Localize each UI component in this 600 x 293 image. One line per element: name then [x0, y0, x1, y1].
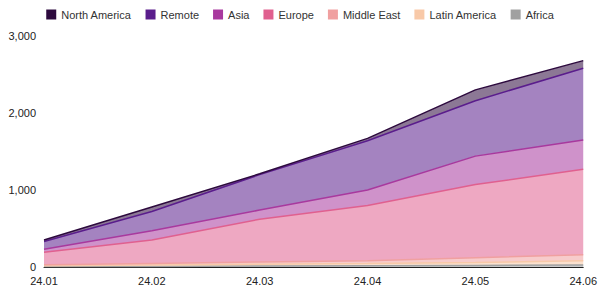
svg-text:24.05: 24.05 — [462, 275, 490, 287]
svg-text:24.01: 24.01 — [30, 275, 58, 287]
svg-text:24.06: 24.06 — [569, 275, 597, 287]
svg-text:0: 0 — [30, 261, 36, 273]
svg-text:24.03: 24.03 — [246, 275, 274, 287]
svg-text:3,000: 3,000 — [8, 30, 36, 42]
svg-text:Latin America: Latin America — [429, 9, 497, 21]
svg-text:Europe: Europe — [278, 9, 313, 21]
svg-text:2,000: 2,000 — [8, 107, 36, 119]
svg-text:24.04: 24.04 — [354, 275, 382, 287]
svg-text:24.02: 24.02 — [138, 275, 166, 287]
svg-text:Remote: Remote — [161, 9, 200, 21]
svg-text:North America: North America — [61, 9, 132, 21]
svg-text:1,000: 1,000 — [8, 184, 36, 196]
svg-text:Asia: Asia — [228, 9, 250, 21]
svg-text:Middle East: Middle East — [343, 9, 400, 21]
svg-text:Africa: Africa — [526, 9, 555, 21]
